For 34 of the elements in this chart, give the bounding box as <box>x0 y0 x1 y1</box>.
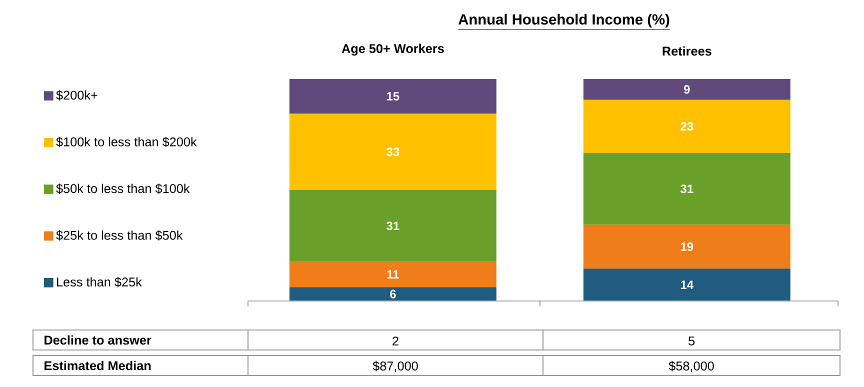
bar <box>289 287 496 301</box>
bar <box>289 262 496 288</box>
bar <box>583 224 790 269</box>
bar <box>583 268 790 301</box>
data-label: 31 <box>680 184 694 194</box>
text: 2 <box>392 336 398 346</box>
data-label: 15 <box>387 92 400 101</box>
data-label: 19 <box>680 242 694 251</box>
data-label: 33 <box>386 148 400 156</box>
text: Decline to answer <box>44 335 152 345</box>
data-label: 14 <box>680 280 694 289</box>
bar <box>583 79 790 100</box>
text: $58,000 <box>668 360 714 372</box>
legend-label: Less than $25k <box>57 276 142 288</box>
chart-title: Annual Household Income (%) <box>458 14 670 28</box>
text: Estimated Median <box>44 360 151 370</box>
bar <box>289 114 496 190</box>
bar <box>289 190 496 262</box>
bar <box>583 153 790 225</box>
legend-label: $50k to less than $100k <box>56 184 190 194</box>
text: $87,000 <box>372 360 418 372</box>
bar <box>583 100 790 154</box>
data-label: 31 <box>386 222 400 230</box>
legend-label: $25k to less than $50k <box>56 230 183 241</box>
x-tick-label: Age 50+ Workers <box>342 44 444 56</box>
data-label: 23 <box>680 122 694 131</box>
legend-label: $200k+ <box>56 90 98 100</box>
legend-label: $100k to less than $200k <box>56 136 197 148</box>
bar <box>289 79 496 114</box>
x-tick-label: Retirees <box>662 46 712 56</box>
data-label: 6 <box>390 290 396 298</box>
data-label: 9 <box>684 85 690 94</box>
data-label: 11 <box>387 270 399 279</box>
text: 5 <box>688 336 694 346</box>
